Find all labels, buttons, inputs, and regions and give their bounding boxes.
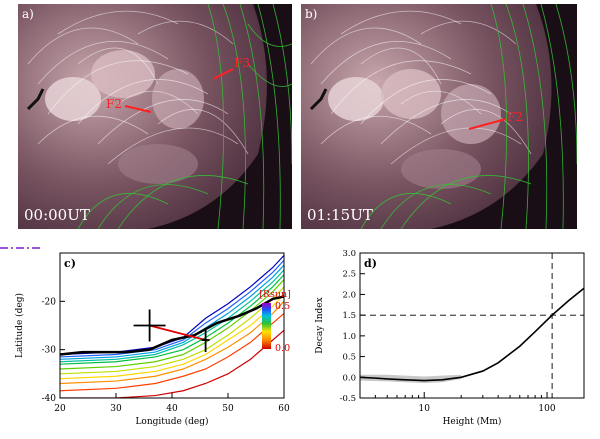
ytick-label-d-4: 1.5 (342, 311, 356, 321)
solar-image-b: F2 b) 01:15UT (301, 3, 578, 230)
ytick-label-c-1: -30 (42, 346, 57, 356)
ylabel-d: Decay Index (315, 297, 325, 353)
ylabel-c: Latitude (deg) (14, 293, 25, 358)
error-band (360, 374, 462, 384)
xlabel-c: Longitude (deg) (135, 416, 208, 427)
contour-line-7 (60, 269, 284, 363)
ytick-label-d-1: 0.0 (342, 373, 356, 383)
filament-label-f2-b: F2 (507, 110, 523, 124)
xlabel-d: Height (Mm) (443, 416, 502, 427)
ytick-label-d-3: 1.0 (342, 332, 356, 342)
ytick-label-d-7: 3.0 (342, 249, 356, 259)
xtick-label-d-1: 100 (538, 404, 555, 414)
filament-f3-line-a (212, 68, 234, 80)
solar-image-a: F2 F3 a) 00:00UT (18, 3, 293, 230)
xtick-label-c-3: 50 (222, 404, 234, 414)
ytick-label-d-0: -0.5 (340, 394, 356, 404)
panel-letter-b: b) (305, 7, 317, 21)
chart-panel-c: 20 30 40 50 60 -40 -30 -20 Longitude (deg) Latitu… (0, 245, 300, 435)
image-panel-a: F2 F3 a) 00:00UT (18, 3, 293, 230)
polarity-inversion-line (60, 295, 284, 356)
ytick-label-c-0: -40 (42, 394, 57, 404)
ytick-label-d-2: 0.5 (342, 353, 356, 363)
chart-d: 10 100 -0.5 0.0 0.5 1.0 1.5 2.0 2.5 3.0 Height (Mm… (315, 249, 585, 427)
ytick-label-d-6: 2.5 (342, 270, 356, 280)
panel-letter-c: c) (64, 257, 76, 270)
xtick-label-c-0: 20 (54, 404, 66, 414)
chart-c: 20 30 40 50 60 -40 -30 -20 Longitude (deg) Latitu… (0, 247, 291, 427)
image-panel-b: F2 b) 01:15UT (301, 3, 578, 230)
xtick-label-d-0: 10 (418, 404, 430, 414)
contour-line-10 (60, 255, 284, 356)
timestamp-b: 01:15UT (307, 206, 373, 224)
chart-panel-d: 10 100 -0.5 0.0 0.5 1.0 1.5 2.0 2.5 3.0 Height (Mm… (300, 245, 600, 435)
filament-label-f3-a: F3 (234, 56, 250, 70)
xtick-label-c-1: 30 (110, 404, 122, 414)
filament-f2-line-a (124, 105, 152, 113)
colorbar (262, 303, 271, 349)
filament-f2-line-b (468, 118, 507, 130)
frame-d (359, 252, 585, 399)
filament-label-f2-a: F2 (106, 97, 122, 111)
panel-letter-d: d) (364, 257, 377, 270)
colorbar-max: 0.5 (275, 301, 290, 312)
contour-line-6 (60, 274, 284, 365)
ytick-label-d-5: 2.0 (342, 290, 356, 300)
xtick-label-c-4: 60 (278, 404, 290, 414)
colorbar-min: 0.0 (275, 343, 290, 354)
filament-projection-line (149, 324, 206, 341)
timestamp-a: 00:00UT (24, 206, 90, 224)
plot-area-c (60, 255, 284, 398)
colorbar-title: [Rsun] (259, 289, 291, 300)
ytick-label-c-2: -20 (42, 297, 57, 307)
xtick-label-c-2: 40 (166, 404, 178, 414)
decay-index-curve (359, 287, 585, 382)
panel-letter-a: a) (22, 7, 34, 21)
